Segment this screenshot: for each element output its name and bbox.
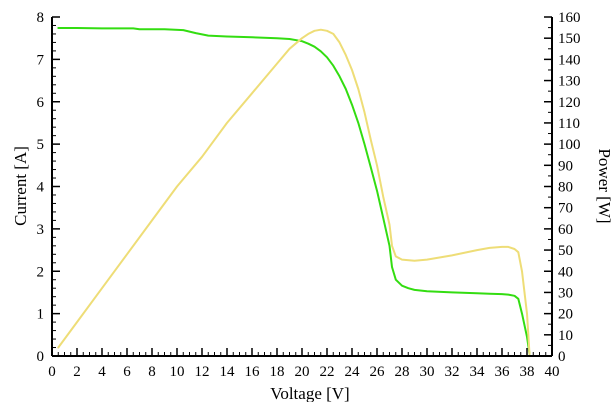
- y-axis-left-title: Current [A]: [11, 146, 30, 226]
- y-left-tick-label: 6: [37, 95, 45, 111]
- y-left-tick-label: 7: [37, 52, 45, 68]
- y-right-tick-label: 30: [558, 285, 573, 301]
- y-right-tick-label: 20: [558, 307, 573, 323]
- x-tick-label: 34: [470, 364, 486, 380]
- y-right-tick-label: 160: [558, 10, 581, 26]
- x-tick-label: 0: [48, 364, 56, 380]
- x-tick-label: 26: [370, 364, 386, 380]
- x-tick-label: 6: [123, 364, 131, 380]
- y-right-tick-label: 70: [558, 201, 573, 217]
- x-tick-label: 2: [73, 364, 81, 380]
- x-tick-label: 12: [195, 364, 210, 380]
- y-axis-right-title: Power [W]: [595, 148, 614, 223]
- y-right-tick-label: 40: [558, 264, 573, 280]
- x-tick-label: 8: [148, 364, 156, 380]
- x-tick-label: 18: [270, 364, 285, 380]
- x-tick-label: 24: [345, 364, 361, 380]
- axes-layer: [51, 17, 553, 357]
- y-left-tick-label: 2: [37, 264, 45, 280]
- y-right-tick-label: 140: [558, 52, 581, 68]
- x-tick-label: 20: [295, 364, 310, 380]
- x-tick-label: 16: [245, 364, 261, 380]
- y-right-tick-label: 80: [558, 180, 573, 196]
- current-curve-line: [57, 27, 531, 355]
- y-left-tick-label: 0: [37, 349, 45, 365]
- y-right-tick-label: 130: [558, 74, 581, 90]
- series-layer: [57, 27, 531, 355]
- y-right-tick-label: 60: [558, 222, 573, 238]
- x-tick-label: 14: [220, 364, 236, 380]
- x-tick-label: 10: [170, 364, 185, 380]
- y-left-tick-label: 3: [37, 222, 45, 238]
- x-tick-label: 22: [320, 364, 335, 380]
- x-axis-title: Voltage [V]: [270, 384, 349, 402]
- x-tick-label: 30: [420, 364, 435, 380]
- y-left-tick-label: 5: [37, 137, 45, 153]
- y-right-tick-label: 90: [558, 158, 573, 174]
- y-right-tick-label: 0: [558, 349, 566, 365]
- x-tick-label: 38: [520, 364, 535, 380]
- ticks-layer: 0 2 4 6 8 10 12 14 16 18 20 22 24 26 28 30 32 34 36 38 40012…: [37, 10, 581, 380]
- y-right-tick-label: 110: [558, 116, 580, 132]
- power-curve-line: [57, 28, 531, 355]
- y-left-tick-label: 1: [37, 307, 45, 323]
- y-right-tick-label: 150: [558, 31, 581, 47]
- y-right-tick-label: 10: [558, 328, 573, 344]
- y-right-tick-label: 50: [558, 243, 573, 259]
- x-tick-label: 32: [445, 364, 460, 380]
- x-tick-label: 28: [395, 364, 410, 380]
- x-tick-label: 4: [98, 364, 106, 380]
- y-left-tick-label: 8: [37, 10, 45, 26]
- y-right-tick-label: 120: [558, 95, 581, 111]
- y-right-tick-label: 100: [558, 137, 581, 153]
- x-tick-label: 40: [545, 364, 560, 380]
- x-tick-label: 36: [495, 364, 511, 380]
- y-left-tick-label: 4: [37, 180, 45, 196]
